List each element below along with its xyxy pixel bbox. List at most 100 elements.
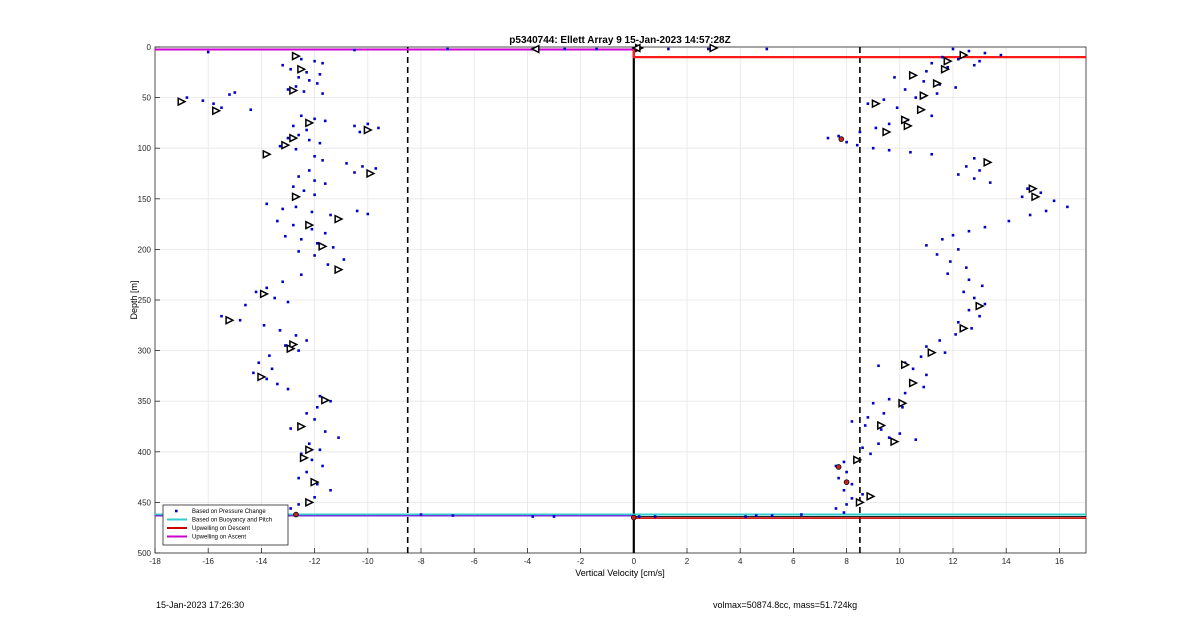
pressure-change-point (858, 130, 862, 134)
pressure-change-point (289, 427, 292, 430)
pressure-change-point (297, 503, 300, 506)
pressure-change-point (595, 47, 598, 51)
descent-velocity-marker (908, 70, 919, 80)
pressure-change-point (321, 159, 324, 162)
x-tick-label: 12 (949, 557, 958, 566)
pressure-change-point (922, 385, 926, 389)
pressure-change-point (284, 344, 287, 347)
pressure-change-point (850, 420, 854, 423)
descent-velocity-marker (877, 420, 887, 431)
pressure-change-point (331, 246, 335, 249)
pressure-change-point (967, 308, 971, 312)
x-tick-label: 8 (844, 557, 849, 566)
pressure-change-point (307, 442, 311, 446)
pressure-change-point (315, 405, 319, 409)
descent-velocity-marker (871, 99, 881, 109)
pressure-change-point (313, 117, 316, 121)
pressure-change-point (954, 333, 957, 336)
y-tick-label: 450 (138, 498, 152, 507)
pressure-change-point (957, 320, 960, 324)
legend-swatch (175, 509, 178, 513)
pressure-change-point (1044, 209, 1048, 213)
pressure-change-point (861, 446, 864, 450)
legend: Based on Pressure Change Based on Buoyanc… (162, 504, 289, 546)
pressure-change-point (286, 387, 290, 391)
pressure-change-point (212, 102, 215, 105)
pressure-change-point (563, 47, 566, 51)
descent-velocity-marker (903, 121, 913, 131)
pressure-change-point (837, 134, 840, 138)
pressure-change-point (294, 334, 298, 337)
pressure-change-point (887, 148, 891, 152)
y-axis-label: Depth [m] (129, 280, 139, 319)
pressure-change-point (930, 114, 934, 118)
pressure-change-point (946, 272, 949, 275)
pressure-change-point (318, 73, 322, 76)
descent-velocity-marker (289, 339, 299, 350)
pressure-change-point (292, 185, 295, 188)
descent-velocity-marker (299, 453, 310, 463)
pressure-change-point (925, 244, 928, 247)
pressure-change-point (925, 345, 928, 348)
pressure-change-point (895, 106, 899, 110)
pressure-change-point (845, 470, 848, 474)
pressure-change-point (257, 361, 261, 365)
pressure-change-point (972, 157, 976, 160)
y-tick-label: 300 (138, 347, 152, 356)
pressure-change-point (302, 189, 306, 193)
pressure-change-point (297, 349, 300, 352)
pressure-change-point (941, 237, 944, 241)
descent-velocity-marker (259, 289, 270, 299)
pressure-change-point (323, 430, 327, 433)
descent-velocity-marker (281, 140, 291, 150)
x-tick-label: -12 (309, 557, 321, 566)
x-tick-label: -10 (362, 557, 374, 566)
pressure-change-point (300, 237, 303, 241)
pressure-change-point (967, 49, 971, 53)
pressure-change-point (765, 47, 769, 51)
pressure-change-point (353, 124, 356, 128)
pressure-change-point (834, 507, 838, 510)
descent-velocity-marker (919, 90, 929, 101)
pressure-change-point (201, 99, 205, 102)
x-tick-label: -2 (577, 557, 585, 566)
pressure-change-point (871, 146, 875, 150)
legend-label: Based on Pressure Change (192, 509, 266, 515)
descent-velocity-marker (257, 372, 267, 382)
pressure-change-point (903, 88, 907, 91)
pressure-change-point (887, 122, 891, 126)
pressure-change-point (297, 476, 300, 480)
pressure-change-point (294, 205, 298, 209)
pressure-change-point (983, 51, 987, 55)
pressure-change-point (863, 424, 867, 427)
x-tick-label: 4 (738, 557, 743, 566)
pressure-change-point (914, 96, 918, 99)
pressure-change-point (313, 154, 316, 158)
y-tick-label: 0 (147, 43, 152, 52)
pressure-change-point (233, 91, 237, 94)
pressure-change-point (978, 314, 981, 318)
pressure-change-point (911, 367, 915, 371)
pressure-change-point (978, 169, 981, 172)
descent-velocity-marker (363, 125, 373, 135)
pressure-change-point (268, 354, 271, 357)
descent-velocity-marker (305, 220, 315, 230)
pressure-change-point (297, 76, 300, 79)
pressure-change-point (315, 242, 319, 245)
pressure-change-point (930, 152, 934, 156)
footer-timestamp: 15-Jan-2023 17:26:30 (156, 600, 245, 610)
pressure-change-point (855, 143, 859, 147)
pressure-change-point (903, 391, 907, 395)
descent-velocity-marker (318, 241, 328, 251)
pressure-change-point (882, 98, 886, 101)
y-tick-label: 400 (138, 448, 152, 457)
pressure-change-point (289, 67, 292, 71)
pressure-change-point (925, 373, 928, 377)
descent-velocity-marker (853, 455, 863, 465)
pressure-change-point (313, 254, 316, 257)
pressure-change-point (276, 219, 279, 223)
descent-velocity-marker (916, 105, 927, 115)
pressure-change-point (965, 165, 968, 168)
y-tick-label: 200 (138, 245, 152, 254)
pressure-change-point (866, 102, 870, 105)
